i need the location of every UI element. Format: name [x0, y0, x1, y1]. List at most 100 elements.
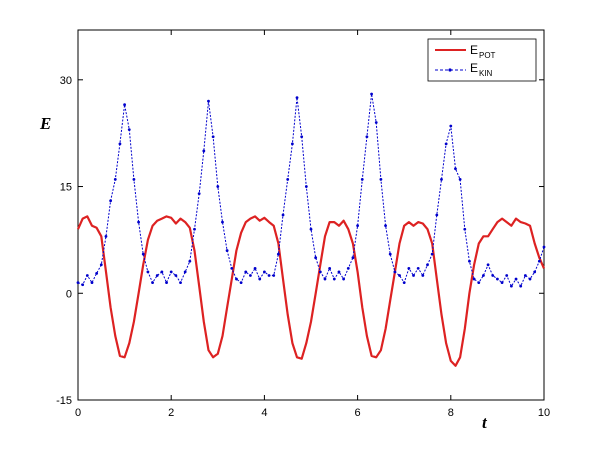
series-e-kin-point	[356, 224, 359, 228]
series-e-kin-point	[309, 227, 313, 231]
series-e-kin-line	[77, 93, 545, 288]
series-e-kin-point	[85, 274, 89, 277]
series-e-kin-point	[221, 220, 224, 224]
plot-area	[77, 29, 545, 401]
series-e-kin-point	[468, 259, 471, 263]
series-e-kin-point	[104, 234, 108, 238]
series-e-kin-point	[76, 281, 80, 284]
series-e-kin-point	[463, 227, 467, 231]
series-e-kin-point	[346, 266, 350, 270]
series-e-kin-point	[370, 92, 373, 96]
series-e-kin-point	[323, 277, 327, 281]
series-e-kin-point	[244, 270, 248, 274]
series-e-kin-point	[109, 199, 113, 203]
series-e-kin-point	[314, 256, 318, 260]
series-e-kin-point	[216, 185, 220, 188]
legend-label-ekin-main: E	[470, 61, 478, 75]
y-tick-label: 30	[60, 75, 72, 87]
series-e-kin-point	[160, 270, 164, 274]
legend-label-ekin-sub: KIN	[479, 69, 493, 78]
series-e-kin-point	[332, 277, 336, 281]
series-e-kin-point	[127, 128, 131, 132]
series-e-kin-point	[328, 266, 332, 270]
series-e-kin-point	[123, 103, 126, 107]
series-e-kin-point	[472, 277, 476, 281]
series-e-kin-point	[263, 270, 266, 274]
series-e-kin-point	[249, 274, 252, 277]
series-e-kin-point	[491, 274, 495, 277]
series-e-kin-point	[537, 259, 541, 263]
series-e-kin-point	[169, 270, 173, 274]
series-e-kin-point	[365, 135, 369, 139]
series-e-kin-point	[81, 283, 85, 287]
series-e-kin-point	[179, 281, 182, 284]
legend-label-epot-main: E	[470, 43, 478, 57]
series-e-kin-point	[118, 142, 122, 146]
series-e-kin-point	[412, 274, 415, 277]
x-tick-label: 8	[448, 407, 454, 419]
series-e-kin-point	[272, 274, 276, 277]
series-e-kin-point	[440, 178, 443, 181]
series-e-kin-point	[393, 270, 397, 274]
series-e-kin-point	[141, 252, 145, 256]
series-e-kin-point	[253, 266, 257, 270]
series-e-kin-point	[197, 192, 201, 196]
series-e-kin-point	[500, 281, 504, 284]
x-tick-label: 10	[538, 407, 550, 419]
y-axis: -15 0 15 30	[56, 75, 544, 407]
series-e-kin-point	[225, 249, 229, 252]
series-e-kin-point	[342, 277, 346, 281]
series-e-kin-point	[505, 274, 509, 277]
series-e-kin-point	[482, 274, 485, 277]
y-axis-label: E	[39, 114, 51, 133]
series-e-kin-point	[449, 124, 453, 128]
series-e-kin-point	[286, 178, 290, 181]
series-e-kin-point	[374, 121, 378, 124]
x-tick-label: 6	[355, 407, 361, 419]
series-e-kin-point	[523, 274, 527, 277]
x-tick-label: 2	[168, 407, 174, 419]
series-e-kin-point	[295, 96, 299, 99]
series-e-kin-point	[211, 135, 215, 139]
series-e-kin-point	[318, 270, 322, 274]
legend: E POT E KIN	[427, 38, 537, 82]
legend-box	[427, 38, 537, 82]
series-e-kin-point	[207, 99, 210, 103]
series-e-kin-point	[132, 178, 136, 181]
series-e-kin-point	[267, 274, 271, 277]
series-e-kin-point	[146, 270, 150, 274]
series-e-kin-point	[384, 224, 387, 228]
series-e-kin-point	[174, 274, 178, 277]
series-e-kin-point	[281, 213, 285, 217]
series-e-kin-point	[151, 281, 154, 284]
legend-swatch-ekin-marker	[448, 68, 452, 72]
series-e-kin-point	[304, 185, 308, 188]
series-e-kin-point	[542, 245, 546, 249]
series-e-kin-point	[193, 227, 196, 231]
x-axis: 0 2 4 6 8 10	[75, 30, 550, 419]
series-e-kin-point	[188, 259, 192, 263]
series-e-kin-point	[90, 281, 94, 284]
series-e-kin-point	[416, 266, 420, 270]
series-e-kin-point	[202, 149, 206, 153]
series-e-kin-point	[435, 213, 439, 217]
series-e-kin-point	[519, 284, 523, 288]
series-e-kin-point	[454, 167, 457, 171]
series-layer	[76, 92, 546, 367]
series-e-kin-point	[155, 274, 159, 277]
series-e-kin-point	[379, 178, 383, 181]
series-e-kin-point	[444, 142, 448, 146]
series-e-kin-point	[514, 277, 518, 281]
series-e-kin-point	[421, 274, 425, 277]
x-tick-label: 0	[75, 407, 81, 419]
series-e-kin-point	[509, 284, 513, 288]
series-e-kin-point	[258, 277, 262, 281]
series-e-kin-point	[388, 252, 392, 256]
series-e-kin-point	[137, 220, 140, 224]
series-e-kin-point	[351, 256, 355, 260]
series-e-kin-point	[230, 266, 234, 270]
series-e-kin-point	[402, 281, 406, 284]
series-e-kin-point	[398, 274, 401, 277]
y-tick-label: 0	[66, 288, 72, 300]
